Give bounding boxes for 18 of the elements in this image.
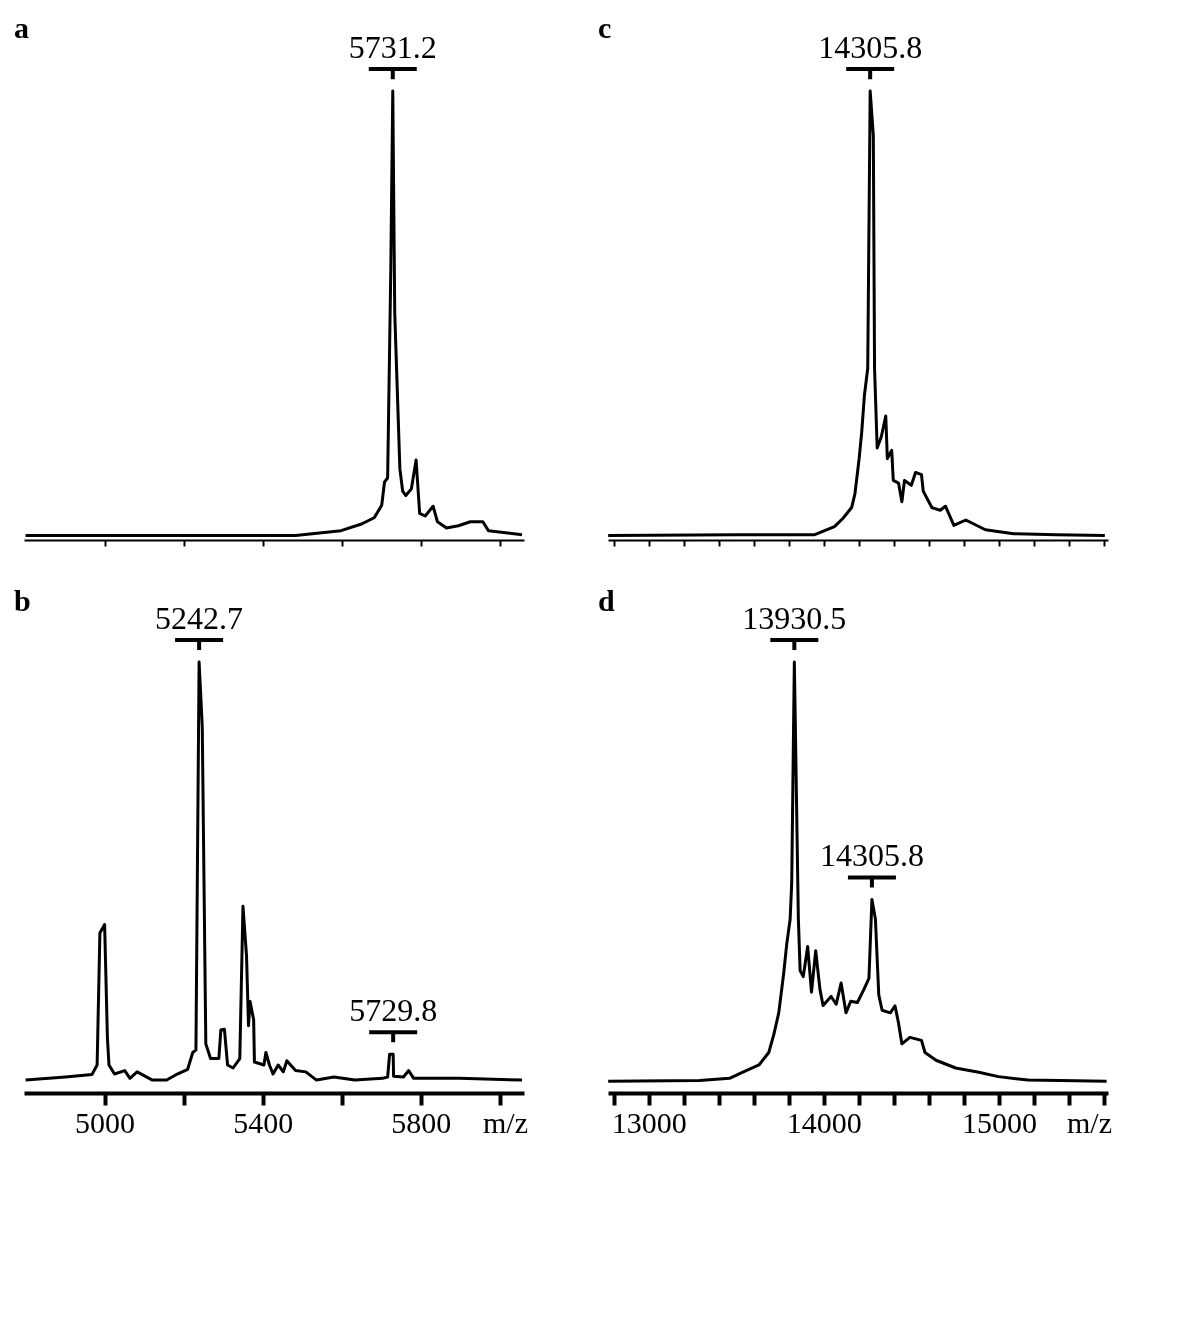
chart-title: c [598,11,612,44]
annotation: 5242.7 [155,599,244,636]
x-tick-label: 5000 [75,1106,136,1139]
x-tick-label: 14000 [786,1106,862,1139]
x-axis-title: m/z [483,1106,528,1139]
annotation: 5729.8 [349,992,438,1029]
x-tick-label: 5800 [391,1106,452,1139]
x-tick-label: 15000 [961,1106,1037,1139]
chart-title: b [14,584,31,617]
annotation: 5731.2 [348,29,437,66]
chart-title: d [598,584,615,617]
x-axis-title: m/z [1067,1106,1112,1139]
annotation: 14305.8 [818,29,923,66]
annotation: 14305.8 [819,837,924,874]
chart-title: a [14,11,29,44]
x-tick-label: 5400 [233,1106,294,1139]
annotation: 13930.5 [742,599,847,636]
x-tick-label: 13000 [611,1106,687,1139]
